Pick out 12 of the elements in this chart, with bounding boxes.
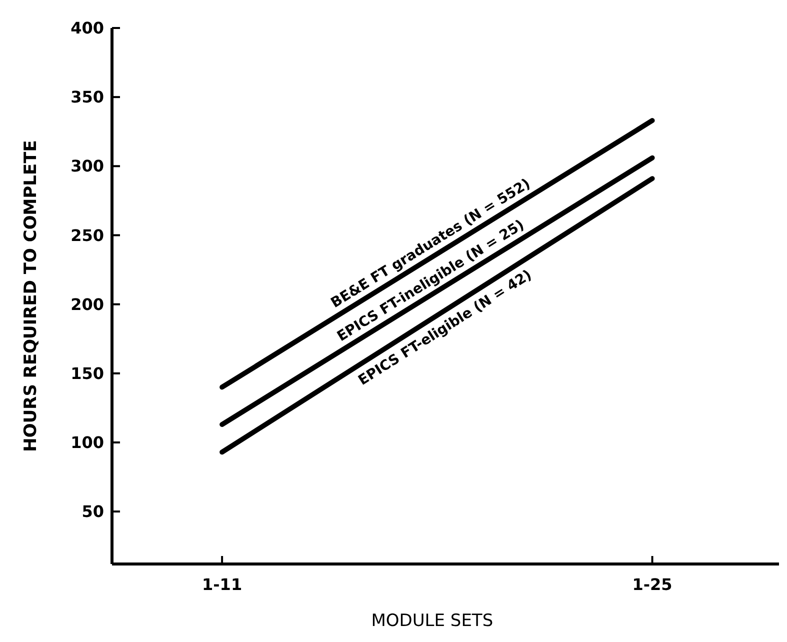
y-tick-label: 100 xyxy=(70,433,104,452)
x-axis-title: MODULE SETS xyxy=(371,611,494,631)
y-tick-label: 150 xyxy=(70,364,104,383)
y-tick-label: 350 xyxy=(70,88,104,107)
y-tick-label: 300 xyxy=(70,156,104,176)
x-tick-label: 1-11 xyxy=(202,575,242,594)
x-tick-label: 1-25 xyxy=(632,575,672,594)
y-tick-label: 250 xyxy=(70,226,104,245)
y-axis-title: HOURS REQUIRED TO COMPLETE xyxy=(21,140,41,452)
y-tick-label: 400 xyxy=(70,18,104,38)
y-tick-label: 200 xyxy=(70,294,104,314)
y-tick-label: 50 xyxy=(82,502,104,522)
